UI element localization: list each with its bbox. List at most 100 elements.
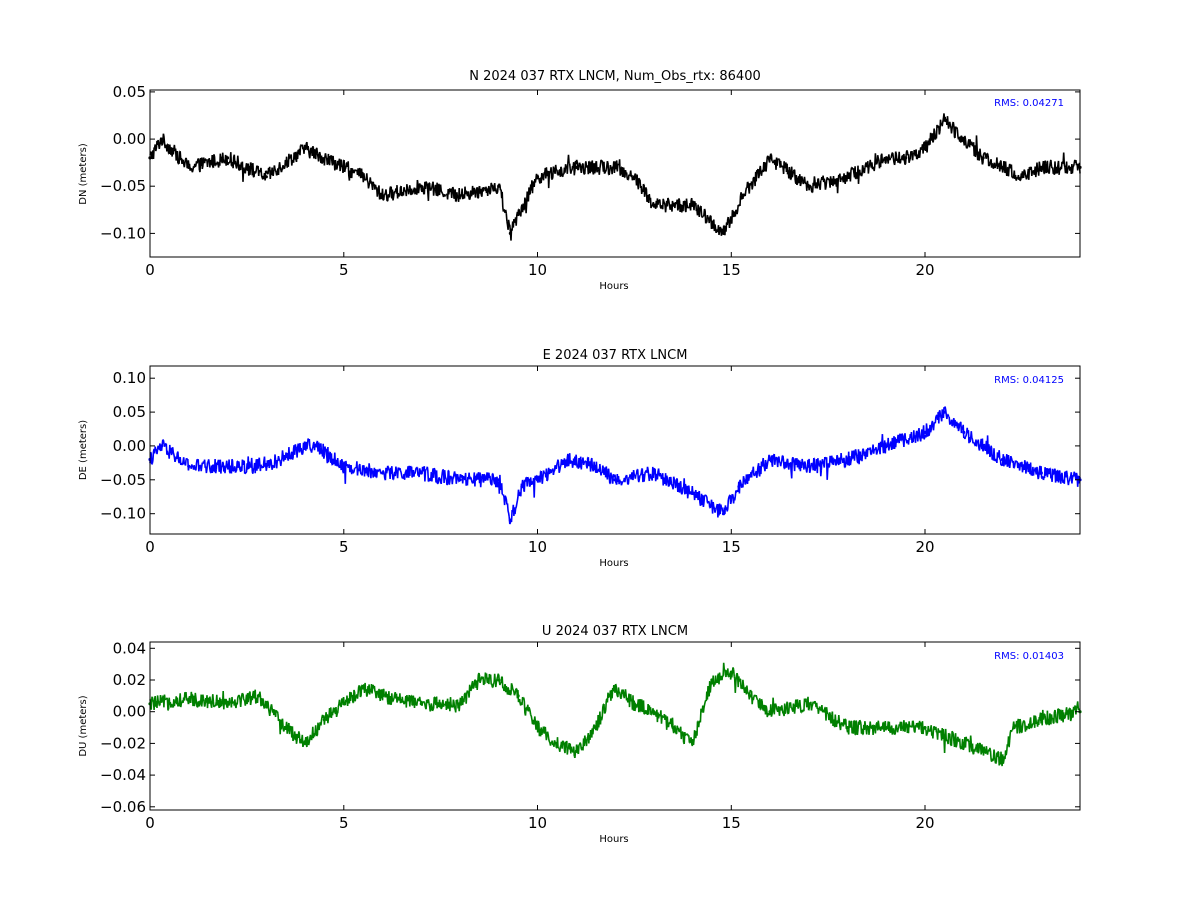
data-point: [284, 726, 288, 730]
data-point: [516, 694, 520, 698]
x-tick-label: 0: [145, 814, 155, 832]
data-point: [520, 485, 524, 489]
data-point: [458, 478, 462, 482]
x-tick-label: 20: [915, 814, 934, 832]
y-tick-label: 0.04: [113, 639, 146, 657]
x-tick-label: 20: [915, 261, 934, 279]
data-point: [884, 156, 888, 160]
data-point: [419, 471, 423, 475]
y-tick-label: −0.10: [100, 505, 146, 523]
data-point: [845, 457, 850, 462]
panel-up-xlabel: Hours: [599, 834, 628, 845]
data-point: [187, 165, 191, 169]
data-point: [690, 203, 695, 207]
data-point: [613, 165, 617, 169]
data-point: [322, 718, 326, 722]
data-point: [942, 118, 947, 122]
y-tick-label: −0.02: [100, 734, 146, 752]
data-point: [1039, 718, 1043, 722]
data-point: [845, 726, 850, 730]
data-point: [264, 175, 268, 179]
y-tick-label: −0.10: [100, 224, 146, 242]
data-point: [690, 741, 695, 746]
panel-north-marks: 0 5 10 15 20 −0.10 −0.05 0.00 0.05: [100, 83, 1082, 279]
panel-north-xlabel: Hours: [599, 281, 628, 292]
data-point: [741, 194, 745, 198]
data-point: [807, 702, 811, 706]
y-tick-label: 0.00: [113, 437, 146, 455]
data-point: [535, 478, 540, 482]
y-tick-label: 0.05: [113, 403, 146, 421]
data-point: [508, 231, 512, 235]
data-point: [594, 464, 598, 468]
data-point: [942, 410, 947, 414]
data-point: [981, 156, 985, 160]
data-point: [419, 702, 423, 706]
data-point: [516, 212, 520, 217]
y-tick-label: −0.04: [100, 766, 146, 784]
data-point: [497, 184, 501, 188]
data-point: [342, 464, 346, 468]
data-point: [721, 512, 726, 516]
data-point: [1000, 165, 1005, 169]
panel-east-marks: 0 5 10 15 20 −0.10 −0.05 0.00 0.05 0.10: [100, 365, 1082, 556]
data-point: [225, 156, 230, 160]
data-point: [652, 203, 656, 207]
x-tick-label: 15: [722, 261, 741, 279]
data-point: [632, 175, 637, 179]
data-point: [566, 457, 571, 462]
data-point: [923, 726, 927, 730]
data-point: [845, 175, 850, 179]
panel-up: U 2024 037 RTX LNCM Hours DU (meters) RM…: [78, 624, 1082, 845]
axes-frame: [149, 641, 1081, 811]
data-point: [962, 741, 966, 746]
x-tick-label: 10: [528, 538, 547, 556]
data-point: [535, 175, 540, 179]
panel-east: E 2024 037 RTX LNCM Hours DE (meters) RM…: [78, 348, 1082, 569]
data-point: [768, 457, 772, 462]
data-point: [574, 165, 578, 169]
data-point: [1012, 726, 1016, 730]
data-point: [807, 464, 811, 468]
panel-up-rms: RMS: 0.01403: [994, 651, 1064, 662]
data-point: [380, 194, 385, 198]
data-point: [555, 741, 559, 746]
panel-up-ylabel: DU (meters): [78, 695, 89, 756]
data-point: [535, 726, 540, 730]
x-tick-label: 15: [722, 538, 741, 556]
data-point: [710, 678, 714, 682]
panel-up-marks: 0 5 10 15 20 −0.06 −0.04 −0.02 0.00 0.02 0.04: [100, 639, 1082, 832]
data-point: [187, 697, 191, 701]
data-point: [458, 194, 462, 198]
y-tick-label: −0.05: [100, 177, 146, 195]
data-point: [749, 694, 753, 698]
data-point: [380, 694, 385, 698]
x-tick-label: 20: [915, 538, 934, 556]
x-tick-label: 5: [339, 261, 349, 279]
data-point: [225, 700, 230, 704]
data-point: [981, 749, 985, 754]
data-point: [303, 146, 307, 151]
data-point: [962, 430, 966, 434]
data-point: [160, 137, 164, 141]
data-point: [342, 702, 346, 706]
data-point: [264, 464, 268, 468]
data-point: [721, 231, 726, 235]
panel-east-ylabel: DE (meters): [78, 420, 89, 480]
y-tick-label: −0.06: [100, 798, 146, 816]
data-point: [1039, 471, 1043, 475]
data-point: [342, 165, 346, 169]
data-point: [256, 694, 261, 698]
axes-frame: [149, 365, 1081, 535]
y-tick-label: 0.00: [113, 703, 146, 721]
panel-east-rms: RMS: 0.04125: [994, 375, 1064, 386]
data-point: [1000, 457, 1005, 462]
panel-up-title: U 2024 037 RTX LNCM: [542, 624, 688, 639]
data-point: [303, 741, 307, 746]
x-tick-label: 0: [145, 261, 155, 279]
data-point: [574, 749, 578, 754]
data-point: [1000, 757, 1005, 761]
data-point: [923, 146, 927, 151]
data-point: [1020, 175, 1024, 179]
